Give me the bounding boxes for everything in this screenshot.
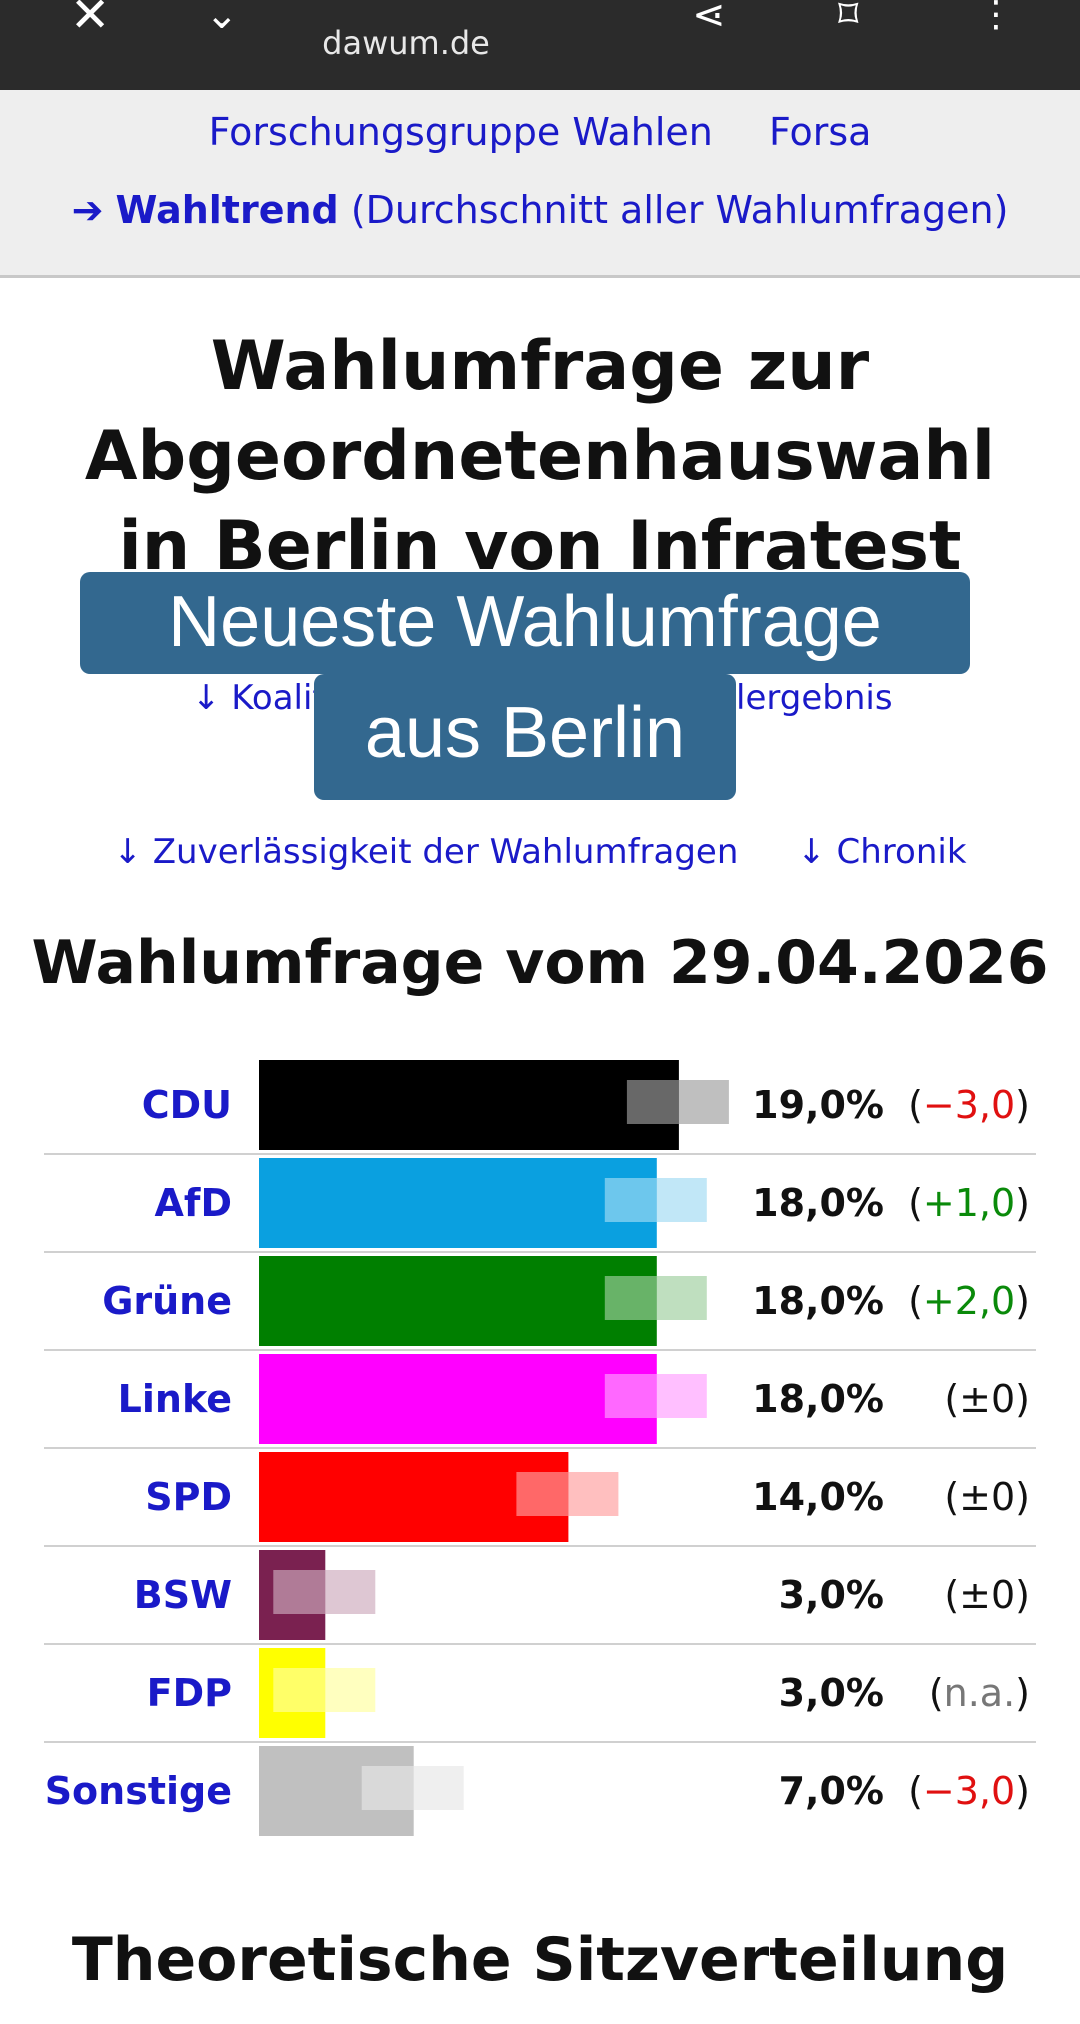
bar-overlay-grüne [604,1276,657,1320]
institute-link-row: Forschungsgruppe Wahlen Forsa [0,110,1080,154]
bar-cdu [259,1060,679,1150]
bar-overlay-bsw [273,1570,326,1614]
anchor-chronik[interactable]: ↓ Chronik [797,832,967,872]
change-label-grüne: (+2,0) [908,1279,1030,1323]
bar-overlay-linke [604,1374,657,1418]
change-label-fdp: (n.a.) [929,1671,1030,1715]
bar-overlay-light-fdp [325,1668,376,1712]
bar-grüne [259,1256,657,1346]
party-label-sonstige[interactable]: Sonstige [45,1769,232,1813]
party-label-spd[interactable]: SPD [145,1475,232,1519]
anchor-reliability[interactable]: ↓ Zuverlässigkeit der Wahlumfragen [113,832,739,872]
address-bar-url[interactable]: dawum.de [322,24,490,62]
chevron-down-icon[interactable]: ⌄ [205,0,239,38]
percent-label-cdu: 19,0% [752,1083,884,1127]
bookmark-icon[interactable]: ⌑ [838,0,859,38]
anchor-row-bottom: ↓ Zuverlässigkeit der Wahlumfragen ↓ Chr… [0,832,1080,872]
anchor-koalition[interactable]: ↓ Koaliti [192,678,336,718]
wahltrend-note[interactable]: (Durchschnitt aller Wahlumfragen) [350,188,1009,232]
browser-toolbar: ✕ ⌄ dawum.de ⋖ ⌑ ⋮ [0,0,1080,90]
institute-links: Forschungsgruppe Wahlen Forsa ➔ Wahltren… [0,90,1080,278]
bar-afd [259,1158,657,1248]
page-title: Wahlumfrage zur Abgeordnetenhauswahl in … [84,327,996,586]
poll-bar-chart: CDU 19,0% (−3,0) AfD 18,0% (+1,0) Grüne 18,0% (+… [44,1056,1036,1896]
percent-label-fdp: 3,0% [779,1671,884,1715]
bar-overlay-cdu [626,1080,679,1124]
percent-label-grüne: 18,0% [752,1279,884,1323]
bar-overlay-light-linke [656,1374,707,1418]
bar-overlay-sonstige [361,1766,414,1810]
party-label-bsw[interactable]: BSW [134,1573,232,1617]
poll-chart-svg: CDU 19,0% (−3,0) AfD 18,0% (+1,0) Grüne 18,0% (+… [44,1060,1036,1836]
bar-linke [259,1354,657,1444]
seat-distribution-heading: Theoretische Sitzverteilung [71,1925,1009,1995]
percent-label-afd: 18,0% [752,1181,884,1225]
share-icon[interactable]: ⋖ [692,0,726,38]
change-label-sonstige: (−3,0) [908,1769,1030,1813]
change-label-bsw: (±0) [944,1573,1030,1617]
percent-label-spd: 14,0% [752,1475,884,1519]
change-label-linke: (±0) [944,1377,1030,1421]
caption-line-1: Neueste Wahlumfrage [80,572,970,674]
wahltrend-link[interactable]: ➔ Wahltrend (Durchschnitt aller Wahlumfr… [0,188,1080,232]
wahltrend-label[interactable]: Wahltrend [115,188,339,232]
bar-overlay-light-grüne [656,1276,707,1320]
party-label-grüne[interactable]: Grüne [102,1279,232,1323]
bar-overlay-fdp [273,1668,326,1712]
arrow-right-icon: ➔ [71,188,104,232]
bar-overlay-afd [604,1178,657,1222]
caption-line-2: aus Berlin [314,674,736,800]
link-forsa[interactable]: Forsa [768,110,872,154]
link-forschungsgruppe-wahlen[interactable]: Forschungsgruppe Wahlen [208,110,713,154]
anchor-ergebnis[interactable]: lergebnis [736,678,893,718]
percent-label-linke: 18,0% [752,1377,884,1421]
party-label-afd[interactable]: AfD [155,1181,232,1225]
change-label-spd: (±0) [944,1475,1030,1519]
party-label-linke[interactable]: Linke [118,1377,232,1421]
change-label-afd: (+1,0) [908,1181,1030,1225]
party-label-fdp[interactable]: FDP [147,1671,232,1715]
change-label-cdu: (−3,0) [908,1083,1030,1127]
party-label-cdu[interactable]: CDU [142,1083,232,1127]
poll-date-heading: Wahlumfrage vom 29.04.2026 [31,928,1049,998]
bar-overlay-light-bsw [325,1570,376,1614]
bar-overlay-light-sonstige [413,1766,464,1810]
more-menu-icon[interactable]: ⋮ [978,0,1014,35]
percent-label-bsw: 3,0% [779,1573,884,1617]
percent-label-sonstige: 7,0% [779,1769,884,1813]
bar-overlay-light-afd [656,1178,707,1222]
bar-overlay-spd [516,1472,569,1516]
bar-overlay-light-spd [568,1472,619,1516]
bar-overlay-light-cdu [678,1080,729,1124]
